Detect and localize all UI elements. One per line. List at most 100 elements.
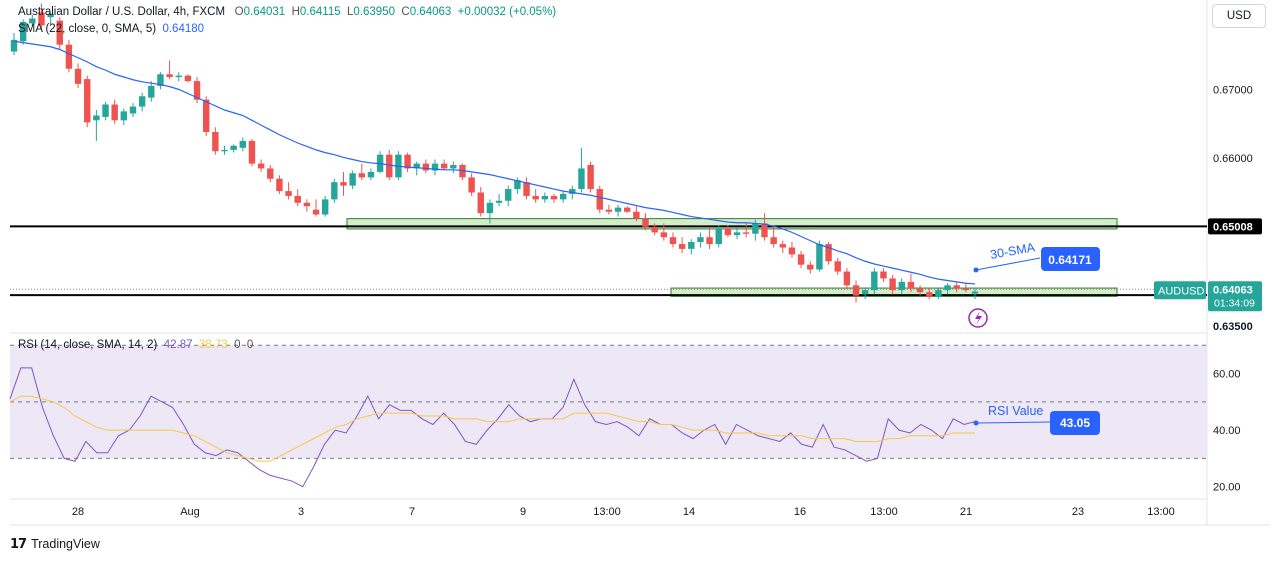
- rsi-pane[interactable]: [9, 344, 1207, 488]
- candle[interactable]: [65, 39, 73, 73]
- lightning-icon[interactable]: [968, 308, 988, 328]
- candle[interactable]: [514, 177, 521, 194]
- candle[interactable]: [166, 60, 173, 80]
- candle[interactable]: [926, 287, 933, 300]
- candle[interactable]: [614, 204, 622, 217]
- candle[interactable]: [733, 226, 741, 240]
- candle[interactable]: [422, 159, 430, 174]
- candle[interactable]: [871, 268, 878, 295]
- candle[interactable]: [184, 74, 192, 83]
- candle[interactable]: [761, 213, 768, 241]
- candle[interactable]: [29, 15, 36, 27]
- candle[interactable]: [834, 257, 841, 275]
- candle[interactable]: [321, 195, 329, 217]
- candle[interactable]: [559, 191, 567, 203]
- candle[interactable]: [935, 287, 942, 300]
- candle[interactable]: [861, 287, 869, 300]
- candle[interactable]: [807, 261, 814, 274]
- candle[interactable]: [642, 213, 649, 231]
- candle[interactable]: [477, 187, 484, 217]
- candle[interactable]: [505, 185, 512, 207]
- candle[interactable]: [413, 161, 420, 176]
- candle[interactable]: [660, 223, 668, 241]
- candle[interactable]: [797, 250, 805, 269]
- candle[interactable]: [852, 280, 860, 303]
- tradingview-branding[interactable]: 𝟭𝟳 TradingView: [10, 536, 100, 552]
- candle[interactable]: [404, 152, 411, 172]
- candle[interactable]: [312, 199, 320, 217]
- candle[interactable]: [486, 199, 494, 224]
- rsi-legend-row[interactable]: RSI (14, close, SMA, 14, 2) 42.87 38.73 …: [18, 339, 253, 351]
- candle[interactable]: [276, 175, 283, 194]
- candle[interactable]: [651, 223, 658, 236]
- candle[interactable]: [376, 151, 384, 174]
- time-axis[interactable]: 28 Aug 3 7 9 13:00 14 16 13:00 21 23 13:00: [72, 506, 1175, 518]
- candle[interactable]: [971, 287, 979, 300]
- candle[interactable]: [239, 137, 247, 152]
- candle[interactable]: [633, 206, 640, 222]
- candle[interactable]: [248, 138, 256, 167]
- candle[interactable]: [102, 101, 109, 121]
- candle[interactable]: [47, 12, 54, 25]
- candle[interactable]: [19, 19, 27, 45]
- candle[interactable]: [624, 206, 631, 214]
- candle[interactable]: [724, 225, 732, 238]
- candle[interactable]: [257, 159, 265, 172]
- candle[interactable]: [944, 283, 951, 295]
- candle[interactable]: [138, 92, 146, 112]
- candle[interactable]: [825, 242, 832, 265]
- candle[interactable]: [303, 199, 311, 212]
- candle[interactable]: [120, 108, 128, 126]
- candle[interactable]: [788, 242, 796, 258]
- candle[interactable]: [953, 281, 960, 293]
- candle[interactable]: [523, 177, 530, 200]
- candle[interactable]: [587, 161, 594, 193]
- candle[interactable]: [267, 165, 274, 183]
- candle[interactable]: [697, 232, 704, 248]
- currency-button[interactable]: USD: [1212, 4, 1266, 28]
- candle[interactable]: [111, 99, 118, 124]
- candle[interactable]: [578, 147, 585, 193]
- candle[interactable]: [688, 239, 695, 255]
- candle[interactable]: [349, 170, 356, 190]
- candle[interactable]: [84, 75, 91, 128]
- candle[interactable]: [779, 240, 787, 253]
- candle[interactable]: [669, 232, 677, 248]
- candle[interactable]: [541, 192, 549, 203]
- candle[interactable]: [880, 268, 887, 282]
- candle[interactable]: [10, 33, 18, 55]
- candle[interactable]: [358, 163, 365, 181]
- candle[interactable]: [74, 63, 82, 88]
- candle[interactable]: [907, 273, 915, 293]
- candle[interactable]: [129, 103, 137, 117]
- price-axis[interactable]: 0.680000.670000.660000.635000.650080.640…: [1154, 16, 1262, 494]
- candle[interactable]: [770, 226, 777, 248]
- candle[interactable]: [148, 81, 155, 102]
- candle[interactable]: [495, 193, 503, 207]
- candle[interactable]: [202, 96, 210, 137]
- candle[interactable]: [550, 193, 558, 203]
- candle[interactable]: [605, 204, 613, 215]
- candle[interactable]: [898, 278, 905, 295]
- candle[interactable]: [889, 275, 896, 295]
- candle[interactable]: [678, 237, 686, 253]
- candle[interactable]: [916, 285, 924, 296]
- candle[interactable]: [706, 226, 713, 249]
- candle[interactable]: [93, 110, 100, 141]
- candle[interactable]: [468, 173, 475, 196]
- candle[interactable]: [742, 223, 750, 238]
- candle[interactable]: [331, 178, 338, 203]
- candle[interactable]: [175, 72, 182, 82]
- candle[interactable]: [38, 3, 45, 29]
- candle[interactable]: [596, 185, 603, 214]
- candle[interactable]: [230, 144, 237, 153]
- sma-legend-row[interactable]: SMA (22, close, 0, SMA, 5) 0.64180: [18, 23, 204, 35]
- candle[interactable]: [532, 189, 539, 203]
- candle[interactable]: [212, 127, 219, 155]
- candlestick-series[interactable]: [10, 3, 979, 303]
- candle[interactable]: [440, 159, 448, 171]
- candle[interactable]: [962, 283, 970, 293]
- candle[interactable]: [459, 163, 466, 181]
- candle[interactable]: [843, 268, 851, 289]
